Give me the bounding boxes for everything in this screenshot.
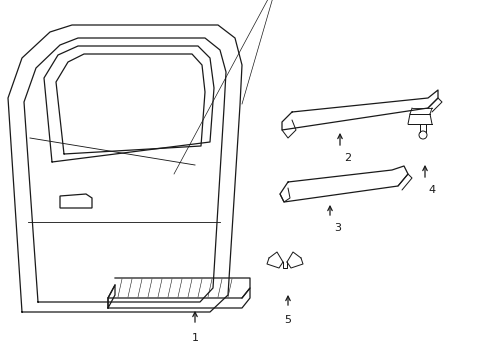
Text: 2: 2: [344, 153, 351, 163]
Text: 4: 4: [427, 185, 435, 195]
Text: 1: 1: [191, 333, 198, 343]
Text: 3: 3: [334, 223, 341, 233]
Text: 5: 5: [284, 315, 291, 325]
